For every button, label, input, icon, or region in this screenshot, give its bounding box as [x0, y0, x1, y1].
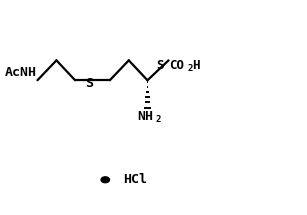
Text: S: S — [156, 59, 163, 72]
Text: 2: 2 — [187, 64, 192, 73]
Text: AcNH: AcNH — [4, 66, 36, 79]
Circle shape — [101, 177, 110, 183]
Text: CO: CO — [169, 59, 185, 72]
Text: 2: 2 — [155, 115, 160, 124]
Text: NH: NH — [138, 111, 154, 123]
Text: HCl: HCl — [123, 173, 147, 186]
Text: S: S — [85, 77, 93, 90]
Text: H: H — [192, 59, 200, 72]
